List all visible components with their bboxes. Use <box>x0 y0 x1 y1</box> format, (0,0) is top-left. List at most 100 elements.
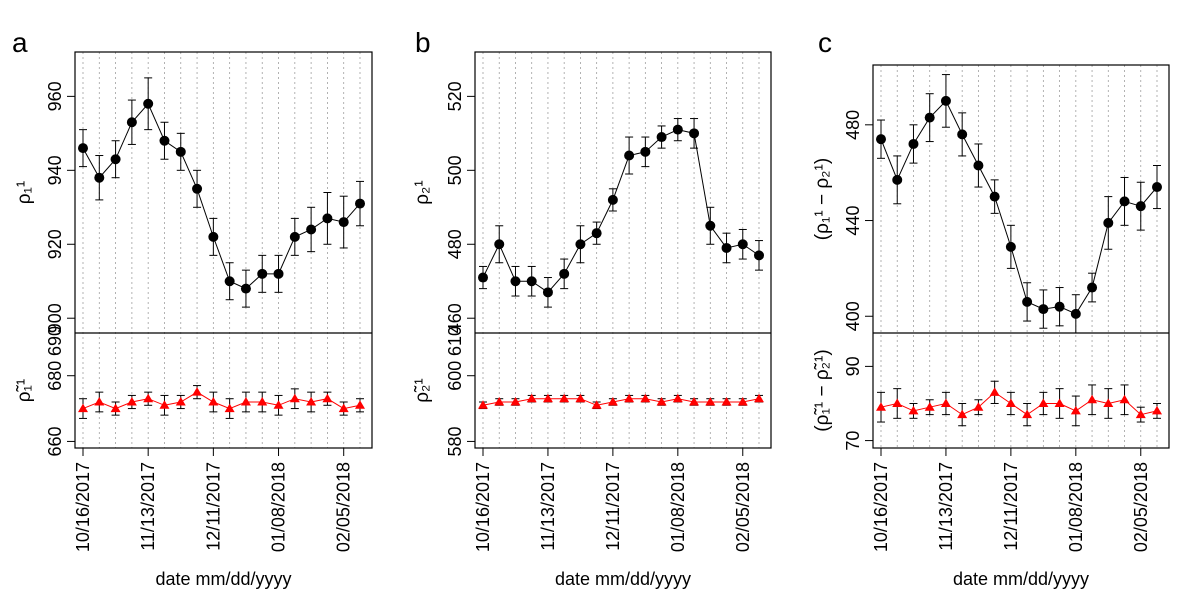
data-point <box>1022 409 1033 419</box>
data-point <box>1135 409 1146 419</box>
y-tick-label: 400 <box>843 301 863 331</box>
panel-b: b 460 480 500 520 ρ₂¹ 580 600 610 ρ̃₂¹ 10/16/2017 1… <box>412 27 772 589</box>
x-tick-label: 10/16/2017 <box>73 462 93 552</box>
y-tick-label: 660 <box>45 426 65 456</box>
data-point <box>640 393 651 403</box>
x-tick-label: 02/05/2018 <box>1131 462 1151 552</box>
data-point <box>607 397 618 406</box>
x-tick-label: 12/11/2017 <box>203 462 223 551</box>
data-point <box>208 231 219 242</box>
data-point <box>989 191 1000 202</box>
plot-frame <box>74 51 373 449</box>
data-point <box>494 239 505 250</box>
data-point <box>240 283 251 294</box>
y-tick-label: 440 <box>843 206 863 236</box>
data-point <box>273 268 284 279</box>
data-point <box>1070 405 1081 415</box>
data-point <box>143 393 154 403</box>
panel-letter: a <box>12 27 28 58</box>
data-point <box>94 172 105 183</box>
data-point <box>338 217 349 228</box>
data-point <box>640 146 651 157</box>
data-point <box>542 393 553 403</box>
data-point <box>624 150 635 161</box>
data-point <box>892 174 903 185</box>
x-tick-label: 10/16/2017 <box>473 462 493 552</box>
x-tick-label: 01/08/2018 <box>668 462 688 552</box>
data-point <box>494 397 505 406</box>
data-point <box>143 98 154 109</box>
x-tick-label: 01/08/2018 <box>269 462 289 552</box>
data-point <box>478 272 488 283</box>
data-point <box>1103 217 1114 228</box>
data-point <box>322 393 333 403</box>
data-point <box>110 403 121 413</box>
y-axis-label: ρ̃₂¹ <box>412 378 433 403</box>
data-point <box>257 268 268 279</box>
series-line <box>880 391 1158 416</box>
x-tick-label: 12/11/2017 <box>1001 462 1021 551</box>
data-point <box>1022 296 1033 307</box>
data-point <box>1054 398 1065 407</box>
data-point <box>876 402 886 411</box>
data-point <box>989 387 1000 396</box>
panel-letter: b <box>415 27 431 58</box>
data-point <box>159 135 170 146</box>
y-axis-label: ρ₂¹ <box>412 180 433 205</box>
data-point <box>526 276 537 287</box>
data-point <box>510 276 521 287</box>
y-tick-label: 70 <box>843 431 863 451</box>
data-point <box>355 400 365 409</box>
data-point <box>705 220 716 231</box>
data-point <box>1152 182 1162 193</box>
x-axis-label: date mm/dd/yyyy <box>155 569 291 589</box>
x-tick-label: 11/13/2017 <box>936 462 956 551</box>
data-point <box>656 397 667 406</box>
data-point <box>273 400 284 409</box>
data-point <box>1054 301 1065 312</box>
x-tick-label: 12/11/2017 <box>603 462 623 551</box>
data-point <box>624 393 635 403</box>
data-point <box>542 287 553 298</box>
subplot-upper: 900 920 940 960 ρ₁¹ <box>14 77 365 333</box>
data-point <box>510 397 521 406</box>
data-point <box>591 400 602 409</box>
y-tick-label: 480 <box>445 229 465 259</box>
data-point <box>1152 405 1162 415</box>
x-tick-label: 10/16/2017 <box>871 462 891 552</box>
y-tick-label: 460 <box>445 303 465 333</box>
data-point <box>924 112 935 123</box>
data-point <box>338 403 349 413</box>
data-point <box>754 250 764 261</box>
y-axis-label: ρ₁¹ <box>14 181 35 205</box>
subplot-lower: 70 90 (ρ̃₁¹ − ρ̃₂¹) <box>812 349 1162 451</box>
data-point <box>175 397 186 406</box>
y-axis-label: ρ̃₁¹ <box>14 379 35 403</box>
plot-frame <box>872 64 1170 449</box>
y-tick-label: 900 <box>45 303 65 333</box>
data-point <box>876 134 886 145</box>
data-point <box>126 117 137 128</box>
x-tick-label: 01/08/2018 <box>1066 462 1086 552</box>
series-line <box>82 102 361 290</box>
data-point <box>306 224 317 235</box>
data-point <box>126 397 137 406</box>
data-point <box>591 228 602 239</box>
data-point <box>575 393 586 403</box>
data-point <box>1135 201 1146 212</box>
y-tick-label: 500 <box>445 155 465 185</box>
data-point <box>1087 394 1098 404</box>
data-point <box>1070 308 1081 319</box>
data-point <box>1038 304 1049 315</box>
data-point <box>257 397 268 406</box>
data-point <box>957 129 968 140</box>
data-point <box>672 124 683 135</box>
y-tick-label: 960 <box>45 81 65 111</box>
panel-letter: c <box>818 27 832 58</box>
plot-frame <box>474 51 772 449</box>
data-point <box>973 402 984 411</box>
data-point <box>1005 241 1016 252</box>
data-point <box>973 160 984 171</box>
y-tick-label: 600 <box>445 361 465 391</box>
